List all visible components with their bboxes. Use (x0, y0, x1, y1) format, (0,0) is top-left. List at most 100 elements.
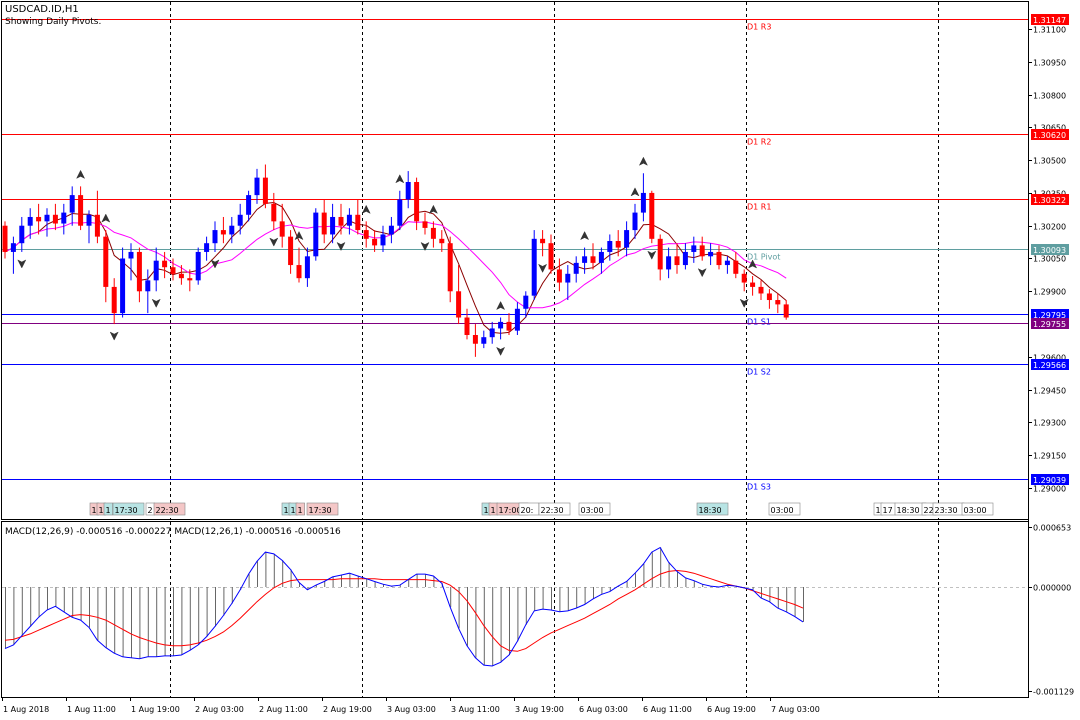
macd-line (4, 546, 804, 667)
candle-body (708, 251, 714, 257)
session-tag-box (112, 502, 145, 516)
price-label: 1.29566 (1031, 359, 1069, 370)
candle-body (573, 262, 579, 274)
fractal-down-arrow (496, 346, 506, 356)
time-tick-label: 3 Aug 19:00 (515, 705, 564, 714)
session-tag-label: 22:30 (156, 506, 179, 515)
price-tick-label: 1.29900 (1033, 288, 1066, 297)
fractal-up-arrow (101, 213, 111, 223)
candle-body (279, 221, 285, 237)
candle-body (733, 260, 739, 274)
candle-body (10, 243, 16, 252)
session-tag-box (961, 502, 994, 516)
fractal-up-arrow (395, 174, 405, 184)
session-tag-label: 1 (284, 506, 289, 515)
candle-body (540, 238, 546, 244)
candle-body (296, 265, 302, 279)
session-tag: 17:30 (112, 502, 145, 516)
time-tick-label: 3 Aug 03:00 (387, 705, 436, 714)
candle-body (766, 293, 772, 301)
session-tag-label: 20: (521, 506, 534, 515)
fractal-down-arrow (151, 298, 161, 308)
candle-body (288, 236, 294, 266)
candle-body (254, 177, 260, 196)
candle-body (523, 295, 529, 309)
fractal-up-arrow (496, 300, 506, 311)
candle-body (430, 227, 436, 239)
session-tag: 1 (295, 502, 305, 516)
price-label: 1.29795 (1031, 309, 1069, 320)
session-tag-label: 2 (148, 506, 153, 515)
candle-body (758, 286, 764, 294)
candle-body (2, 225, 8, 252)
candle-body (724, 260, 730, 266)
pivot-label: D1 R1 (747, 203, 771, 212)
candle-body (111, 286, 117, 314)
candle-body (775, 300, 781, 305)
fractal-up-arrow (361, 204, 371, 214)
candle-body (405, 182, 411, 200)
candle-body (313, 212, 319, 257)
session-tag-label: 1 (491, 506, 496, 515)
session-tag: 17:30 (306, 502, 339, 516)
time-tick-label: 2 Aug 03:00 (195, 705, 244, 714)
time-tick-label: 2 Aug 19:00 (323, 705, 372, 714)
session-tag: 03:00 (768, 502, 801, 516)
candle-body (304, 256, 310, 279)
fractal-up-arrow (76, 169, 86, 179)
session-tag: 18:30 (894, 502, 927, 516)
price-tick-label: 1.29000 (1033, 485, 1066, 494)
session-tag-box (153, 502, 186, 516)
candle-body (548, 243, 554, 270)
macd-tick-label: -0.001129 (1033, 688, 1074, 697)
price-tick-label: 1.30200 (1033, 223, 1066, 232)
fractal-down-arrow (538, 263, 548, 273)
candle-body (61, 212, 67, 224)
candle-body (94, 214, 100, 237)
price-tick-label: 1.31100 (1033, 26, 1066, 35)
candle-body (246, 195, 252, 215)
candle-body (682, 251, 688, 266)
price-axis: 1.31100 1.30950 1.30800 1.30650 1.30500 1.303… (1028, 26, 1066, 494)
session-tag-box (768, 502, 801, 516)
session-tag-label: 23:30 (935, 506, 958, 515)
fractal-down-arrow (336, 241, 346, 252)
session-tag-box (578, 502, 611, 516)
price-tick-label: 1.30650 (1033, 124, 1066, 133)
moving-averages (4, 201, 787, 334)
candle-body (372, 238, 378, 246)
candle-body (220, 230, 226, 235)
price-label: 1.29039 (1031, 474, 1069, 485)
fractal-down-arrow (697, 268, 707, 278)
price-label-box (1031, 474, 1069, 485)
macd-tick-label: 0.000653 (1033, 524, 1071, 533)
candle-body (204, 243, 210, 252)
candle-body (19, 225, 25, 244)
price-label-text: 1.31147 (1033, 16, 1066, 25)
candle-body (212, 230, 218, 244)
candle-body (607, 241, 613, 252)
candle-body (506, 321, 512, 331)
candle-body (666, 256, 672, 270)
session-tag-label: 03:00 (581, 506, 604, 515)
candle-body (565, 273, 571, 283)
candle-body (229, 225, 235, 235)
fractal-down-arrow (420, 241, 430, 252)
candle-body (674, 256, 680, 266)
candle-body (363, 230, 369, 239)
session-tag: 2 (145, 502, 155, 516)
session-tag-label: 18:30 (699, 506, 722, 515)
time-tick-label: 7 Aug 03:00 (771, 705, 820, 714)
candle-body (624, 230, 630, 248)
candle-body (346, 214, 352, 226)
price-label-box (1031, 359, 1069, 370)
price-label-text: 1.30620 (1033, 131, 1066, 140)
candle-body (69, 195, 75, 213)
fractal-up-arrow (580, 231, 590, 241)
fractal-up-arrow (748, 259, 758, 269)
pivot-label: D1 R2 (747, 138, 771, 147)
candle-body (531, 238, 537, 296)
candle-body (615, 241, 621, 248)
candle-body (640, 192, 646, 213)
